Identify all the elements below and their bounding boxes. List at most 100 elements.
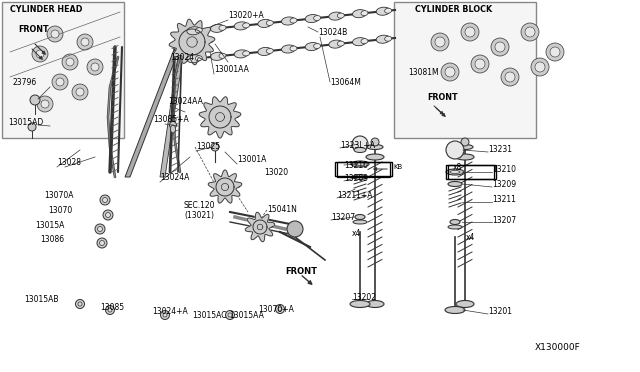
Ellipse shape <box>243 51 250 56</box>
Polygon shape <box>199 97 241 138</box>
Circle shape <box>106 305 115 314</box>
Circle shape <box>225 311 234 320</box>
Circle shape <box>28 123 36 131</box>
Ellipse shape <box>243 23 250 28</box>
Bar <box>394 2 536 138</box>
Circle shape <box>441 63 459 81</box>
Text: 1323L+A: 1323L+A <box>340 141 375 150</box>
Circle shape <box>352 136 368 152</box>
Text: 13209: 13209 <box>492 180 516 189</box>
Ellipse shape <box>354 148 366 153</box>
Ellipse shape <box>211 24 225 32</box>
Ellipse shape <box>361 11 368 16</box>
Ellipse shape <box>337 13 344 18</box>
Bar <box>2 2 124 138</box>
Circle shape <box>550 47 560 57</box>
Text: 13070+A: 13070+A <box>258 305 294 314</box>
Ellipse shape <box>195 56 202 61</box>
Circle shape <box>275 305 285 314</box>
Ellipse shape <box>350 301 370 308</box>
Circle shape <box>445 67 455 77</box>
Ellipse shape <box>329 12 343 20</box>
Text: FRONT: FRONT <box>285 267 317 276</box>
Text: 13210: 13210 <box>492 165 516 174</box>
Text: 13085+A: 13085+A <box>153 115 189 124</box>
Ellipse shape <box>456 301 474 308</box>
Ellipse shape <box>329 40 343 48</box>
Ellipse shape <box>314 16 321 20</box>
Circle shape <box>108 308 112 312</box>
Ellipse shape <box>446 169 464 175</box>
Ellipse shape <box>187 27 201 35</box>
Text: 13231: 13231 <box>488 145 512 154</box>
Text: 13024: 13024 <box>170 53 194 62</box>
Ellipse shape <box>353 38 367 46</box>
Text: 13086: 13086 <box>40 235 64 244</box>
Ellipse shape <box>366 301 384 308</box>
Circle shape <box>97 227 102 231</box>
Circle shape <box>78 302 82 306</box>
Ellipse shape <box>219 53 226 58</box>
Circle shape <box>471 55 489 73</box>
Ellipse shape <box>376 7 390 15</box>
Ellipse shape <box>211 52 225 60</box>
Text: 13024A: 13024A <box>160 173 189 182</box>
Ellipse shape <box>234 22 248 30</box>
Polygon shape <box>245 212 275 242</box>
Bar <box>335 162 392 176</box>
Circle shape <box>287 221 303 237</box>
Circle shape <box>32 46 48 62</box>
Text: 13209: 13209 <box>344 174 368 183</box>
Ellipse shape <box>305 15 319 23</box>
Text: 13001A: 13001A <box>237 155 266 164</box>
Ellipse shape <box>282 45 296 53</box>
Circle shape <box>66 58 74 66</box>
Ellipse shape <box>266 20 273 25</box>
Circle shape <box>475 59 485 69</box>
Text: 13202: 13202 <box>352 293 376 302</box>
Text: 13020+A: 13020+A <box>228 11 264 20</box>
Text: 13015AD: 13015AD <box>8 118 44 127</box>
Circle shape <box>87 59 103 75</box>
Circle shape <box>505 72 515 82</box>
Ellipse shape <box>290 18 297 23</box>
Circle shape <box>100 195 110 205</box>
Circle shape <box>36 50 44 58</box>
Circle shape <box>77 34 93 50</box>
Circle shape <box>525 27 535 37</box>
Ellipse shape <box>258 19 272 28</box>
Text: 13211: 13211 <box>492 195 516 204</box>
Ellipse shape <box>337 41 344 46</box>
Bar <box>448 165 494 179</box>
Ellipse shape <box>366 154 384 160</box>
Ellipse shape <box>305 42 319 51</box>
Circle shape <box>72 84 88 100</box>
Ellipse shape <box>448 225 462 229</box>
Circle shape <box>62 54 78 70</box>
Circle shape <box>97 238 107 248</box>
Ellipse shape <box>450 170 460 173</box>
Circle shape <box>52 74 68 90</box>
Circle shape <box>102 198 108 202</box>
Text: FRONT: FRONT <box>427 93 458 102</box>
Text: 13211+A: 13211+A <box>337 191 372 200</box>
Ellipse shape <box>361 39 368 44</box>
Text: (13021): (13021) <box>184 211 214 220</box>
Ellipse shape <box>282 17 296 25</box>
Ellipse shape <box>353 10 367 18</box>
Circle shape <box>546 43 564 61</box>
Text: CYLINDER BLOCK: CYLINDER BLOCK <box>415 5 492 14</box>
Text: 13024B: 13024B <box>318 28 348 37</box>
Ellipse shape <box>456 154 474 160</box>
Text: 13081M: 13081M <box>408 68 438 77</box>
Text: 13020: 13020 <box>264 168 288 177</box>
Circle shape <box>95 224 105 234</box>
Circle shape <box>51 30 59 38</box>
Circle shape <box>461 23 479 41</box>
Circle shape <box>495 42 505 52</box>
Ellipse shape <box>355 163 365 166</box>
Circle shape <box>161 311 170 320</box>
Ellipse shape <box>187 55 201 63</box>
Circle shape <box>435 37 445 47</box>
Text: 13015AB: 13015AB <box>24 295 58 304</box>
